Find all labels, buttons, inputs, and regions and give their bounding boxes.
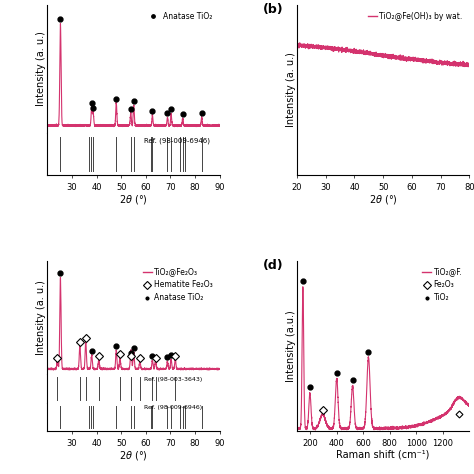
X-axis label: $2\theta$ (°): $2\theta$ (°) bbox=[119, 449, 148, 462]
X-axis label: $2\theta$ (°): $2\theta$ (°) bbox=[369, 193, 398, 206]
Legend: TiO₂@F., Fe₂O₃, TiO₂: TiO₂@F., Fe₂O₃, TiO₂ bbox=[419, 264, 465, 305]
X-axis label: Raman shift (cm⁻¹): Raman shift (cm⁻¹) bbox=[337, 449, 430, 459]
Y-axis label: Intensity (a. u.): Intensity (a. u.) bbox=[286, 53, 296, 128]
X-axis label: $2\theta$ (°): $2\theta$ (°) bbox=[119, 193, 148, 206]
Y-axis label: Intensity (a. u.): Intensity (a. u.) bbox=[36, 280, 46, 355]
Legend: Anatase TiO₂: Anatase TiO₂ bbox=[143, 9, 216, 24]
Text: (b): (b) bbox=[263, 3, 283, 16]
Y-axis label: Intensity (a. u.): Intensity (a. u.) bbox=[36, 31, 46, 106]
Legend: TiO₂@Fe(OH)₃ by wat.: TiO₂@Fe(OH)₃ by wat. bbox=[365, 9, 465, 24]
Text: Ref. (98-009-6946): Ref. (98-009-6946) bbox=[144, 405, 202, 410]
Text: (d): (d) bbox=[263, 259, 283, 272]
Text: Ref. (98-003-3643): Ref. (98-003-3643) bbox=[144, 377, 202, 382]
Text: Ref. (98-009-6946): Ref. (98-009-6946) bbox=[144, 138, 210, 145]
Legend: TiO₂@Fe₂O₃, Hematite Fe₂O₃, Anatase TiO₂: TiO₂@Fe₂O₃, Hematite Fe₂O₃, Anatase TiO₂ bbox=[139, 264, 216, 305]
Y-axis label: Intensity (a.u.): Intensity (a.u.) bbox=[286, 310, 296, 382]
